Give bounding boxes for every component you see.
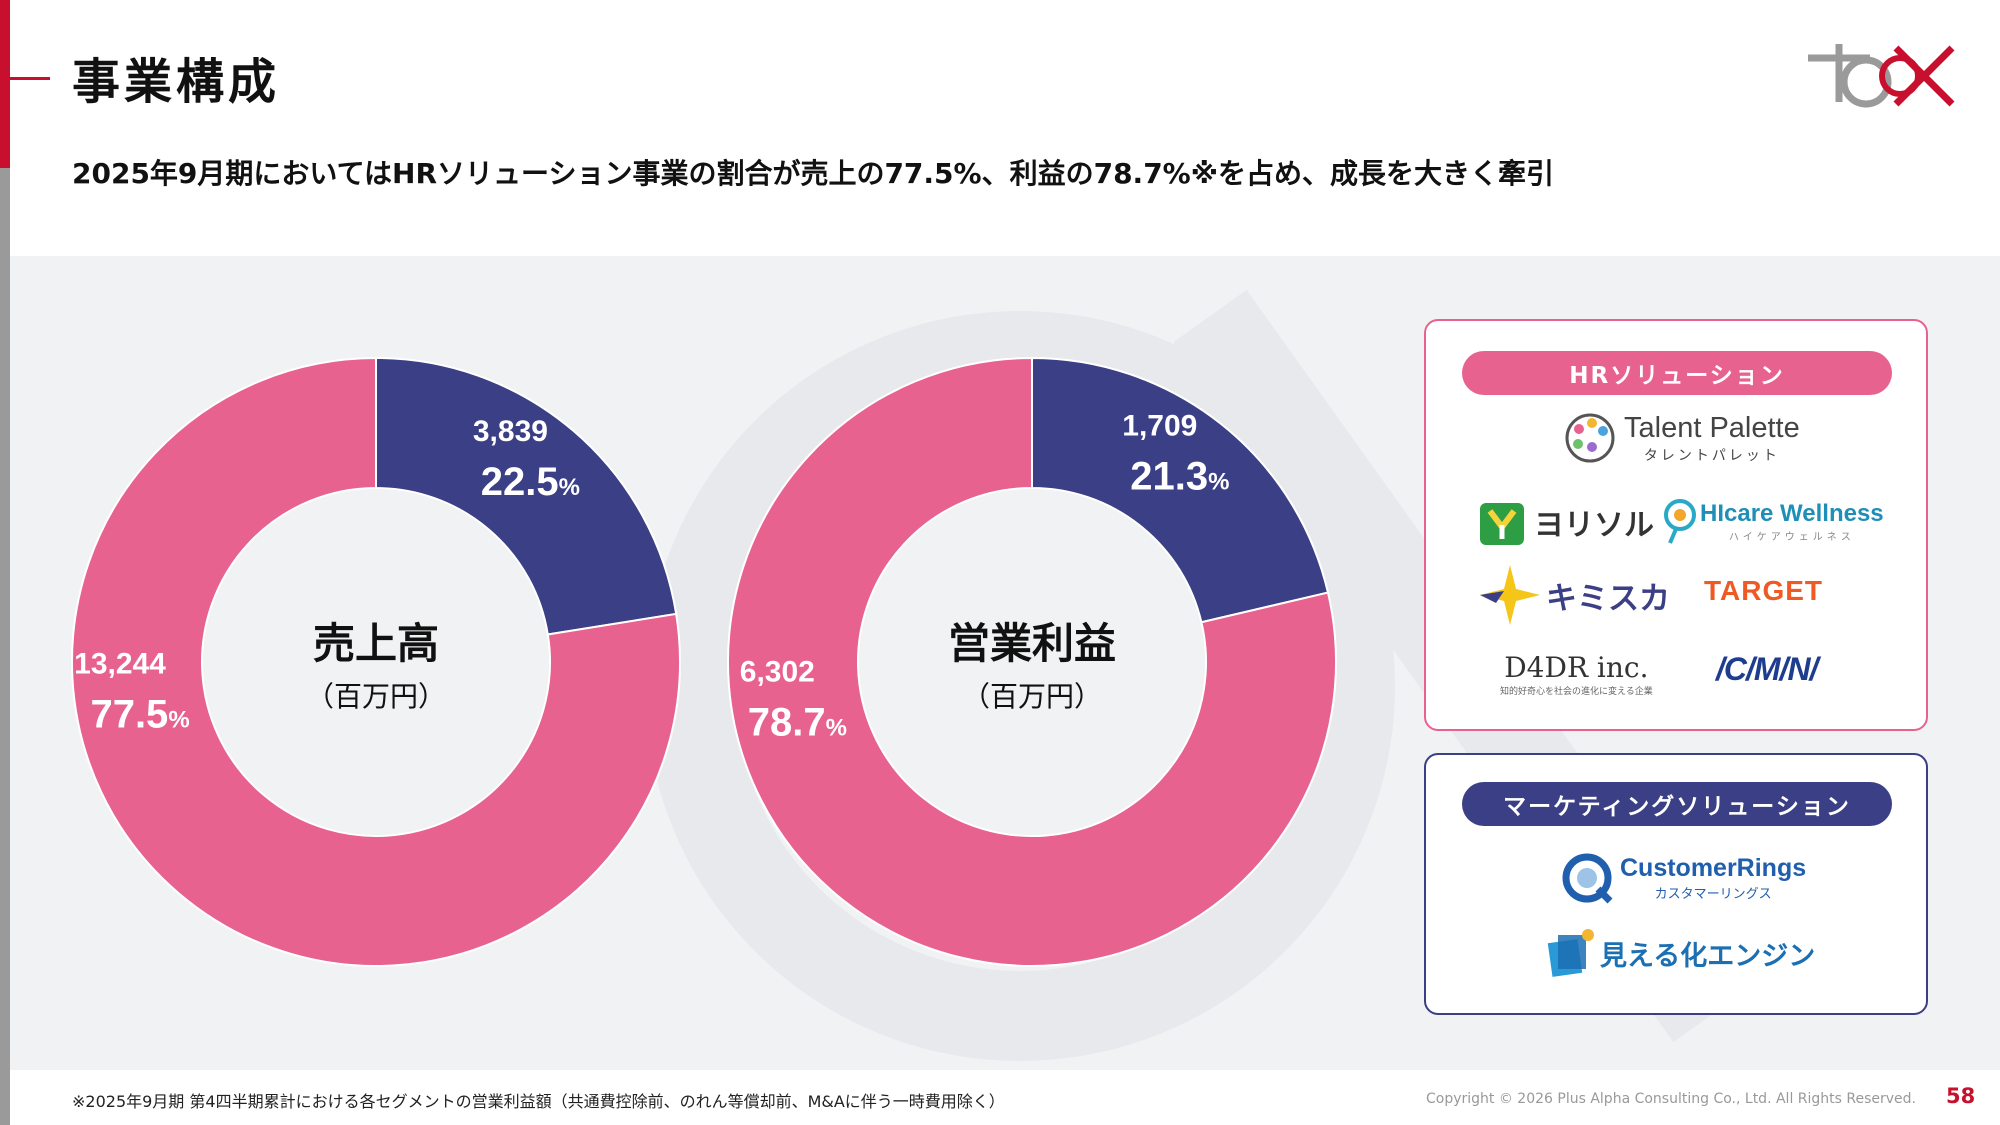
d4dr-name: D4DR inc.: [1504, 651, 1649, 684]
hicare-icon: [1664, 499, 1696, 544]
marketing-solution-panel: マーケティングソリューション CustomerRings カスタマーリングス 見…: [1424, 753, 1928, 1015]
kimisuka-logo: キミスカ: [1478, 563, 1670, 627]
customer-rings-kana: カスタマーリングス: [1654, 887, 1772, 902]
mieruka-engine-logo: 見える化エンジン: [1546, 927, 1815, 979]
marketing-solution-label: マーケティングソリューション: [1462, 782, 1892, 826]
mieruka-icon: [1547, 929, 1594, 977]
hr-slice: [71, 356, 681, 967]
slice-percent-label: 21.3%: [1130, 454, 1229, 498]
title-rule: [0, 77, 50, 80]
d4dr-logo: D4DR inc. 知的好奇心を社会の進化に変える企業: [1500, 651, 1653, 697]
slice-value-label: 6,302: [740, 656, 815, 689]
donut-center-title: 営業利益: [948, 619, 1116, 668]
company-logo-icon: [1808, 44, 1955, 108]
hr-solution-label: HRソリューション: [1462, 351, 1892, 395]
talent-palette-logo: Talent Palette タレントパレット: [1562, 411, 1800, 465]
mieruka-name: 見える化エンジン: [1600, 940, 1816, 972]
profit-donut-chart: 1,709 21.3% 6,302 78.7% 営業利益 （百万円）: [727, 356, 1337, 967]
accent-bar: [0, 0, 10, 168]
slice-percent-label: 78.7%: [748, 701, 847, 745]
page-subtitle: 2025年9月期においてはHRソリューション事業の割合が売上の77.5%、利益の…: [72, 157, 1554, 190]
customer-rings-logo: CustomerRings カスタマーリングス: [1560, 851, 1806, 905]
hicare-kana: ハイケアウェルネス: [1728, 531, 1855, 543]
customer-rings-icon: [1562, 853, 1613, 904]
page-title: 事業構成: [72, 54, 281, 110]
cmn-logo: /C/M/N/: [1716, 651, 1818, 688]
slice-percent-label: 22.5%: [481, 460, 580, 504]
donut-hole: [859, 489, 1205, 835]
hicare-logo: HIcare Wellness ハイケアウェルネス: [1662, 497, 1884, 545]
cmn-name: /C/M/N/: [1716, 651, 1818, 687]
yorisol-icon: [1480, 503, 1524, 545]
donut-hole: [203, 489, 549, 835]
donut-center-unit: （百万円）: [306, 680, 446, 713]
target-name: TARGET: [1704, 575, 1824, 606]
hr-slice: [727, 356, 1337, 967]
slice-value-label: 13,244: [74, 647, 166, 680]
target-logo: TARGET: [1704, 575, 1823, 607]
donut-charts: 3,839 22.5% 13,244 77.5% 売上高 （百万円） 1,709 21.3%…: [71, 356, 1337, 967]
kimisuka-name: キミスカ: [1546, 580, 1670, 617]
marketing-slice: [375, 356, 678, 636]
yorisol-logo: ヨリソル: [1478, 497, 1654, 547]
marketing-slice: [1031, 356, 1330, 624]
donut-center-unit: （百万円）: [962, 680, 1102, 713]
talent-palette-kana: タレントパレット: [1643, 447, 1780, 464]
footnote: ※2025年9月期 第4四半期累計における各セグメントの営業利益額（共通費控除前…: [72, 1092, 1005, 1111]
hicare-name: HIcare Wellness: [1700, 499, 1884, 527]
yorisol-name: ヨリソル: [1534, 508, 1654, 543]
hr-solution-panel: HRソリューション Talent Palette タレントパレット ヨリソル H…: [1424, 319, 1928, 731]
slice-value-label: 1,709: [1122, 409, 1197, 442]
customer-rings-name: CustomerRings: [1620, 854, 1807, 882]
kimisuka-star-icon: [1480, 565, 1540, 625]
copyright: Copyright © 2026 Plus Alpha Consulting C…: [1426, 1091, 1916, 1107]
sales-donut-chart: 3,839 22.5% 13,244 77.5% 売上高 （百万円）: [71, 356, 681, 967]
slice-value-label: 3,839: [473, 415, 548, 448]
palette-icon: [1565, 413, 1615, 463]
donut-center-title: 売上高: [313, 619, 439, 668]
slice-percent-label: 77.5%: [90, 692, 189, 736]
page-number: 58: [1946, 1084, 1976, 1108]
talent-palette-name: Talent Palette: [1624, 411, 1800, 444]
side-bar: [0, 168, 10, 1125]
d4dr-tagline: 知的好奇心を社会の進化に変える企業: [1500, 687, 1653, 697]
